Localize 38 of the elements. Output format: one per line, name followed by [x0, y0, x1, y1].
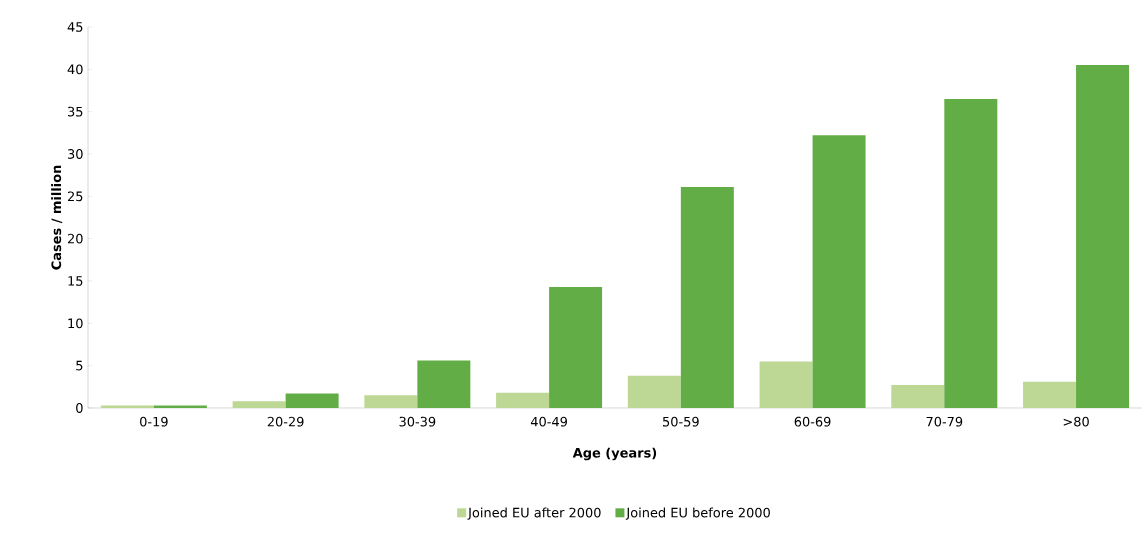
y-tick-label: 30 — [68, 149, 83, 159]
bar — [759, 361, 813, 408]
bar — [496, 392, 550, 408]
bar — [232, 401, 286, 408]
y-tick-label: 25 — [67, 191, 83, 202]
x-tick-label: 60-69 — [794, 416, 831, 427]
y-tick-label: 45 — [67, 22, 83, 32]
bar — [891, 385, 945, 408]
bar — [1076, 65, 1130, 408]
bar — [153, 405, 207, 408]
x-tick-label: 40-49 — [530, 416, 567, 427]
y-tick-label: 40 — [67, 64, 83, 75]
y-axis-title: Cases / million — [51, 165, 63, 270]
y-tick-label: 5 — [76, 360, 83, 371]
x-tick-label: 70-79 — [926, 416, 963, 427]
x-tick-label: 50-59 — [663, 416, 699, 427]
y-tick-label: 10 — [68, 318, 83, 329]
y-tick-label: 35 — [68, 106, 83, 117]
legend-label: Joined EU before 2000 — [625, 507, 770, 520]
x-tick-label: 20-29 — [267, 416, 304, 427]
bar — [364, 395, 418, 408]
x-tick-label: >80 — [1063, 416, 1089, 427]
x-tick-label: 30-39 — [399, 416, 436, 427]
bar — [285, 393, 339, 408]
y-tick-label: 20 — [67, 233, 83, 244]
bar — [1023, 381, 1077, 408]
x-tick-label: 0-19 — [140, 416, 168, 427]
bar — [627, 375, 681, 408]
bar — [549, 286, 603, 408]
legend-label: Joined EU after 2000 — [467, 507, 601, 520]
x-axis-title: Age (years) — [572, 447, 657, 461]
bar — [680, 187, 734, 408]
bar — [812, 135, 866, 408]
bar — [417, 360, 471, 408]
y-tick-label: 0 — [76, 403, 83, 413]
bar — [944, 98, 998, 408]
y-tick-label: 15 — [68, 276, 83, 286]
bar — [100, 405, 154, 408]
